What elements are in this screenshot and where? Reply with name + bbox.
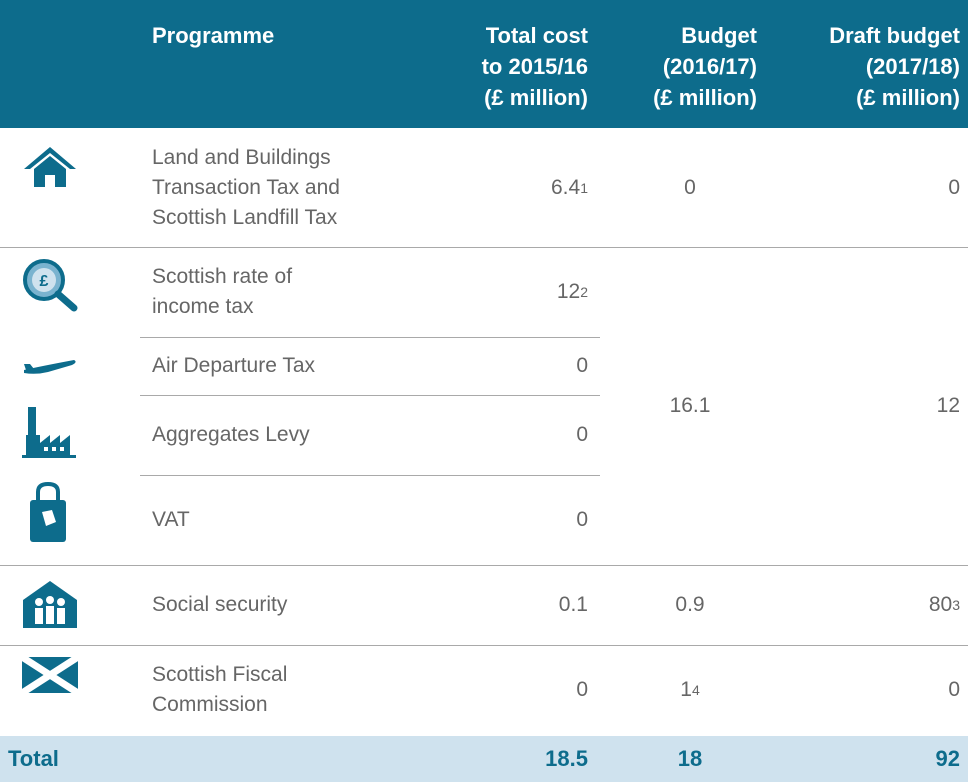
value: 1 [680,678,692,701]
svg-text:£: £ [40,273,49,290]
header-budget: Budget (2016/17) (£ million) [653,23,757,110]
header-bar [0,0,968,128]
draft-cell: 0 [948,175,960,199]
header-total: Total cost to 2015/16 (£ million) [481,23,588,110]
total-cell: 0.1 [558,593,588,616]
programme-cell: VAT [152,508,190,531]
magnifier-icon: £ [23,259,78,312]
header-programme: Programme [152,23,275,48]
budget-cell: 0 [684,175,696,199]
factory-icon [22,407,76,458]
house-icon [24,147,76,187]
footnote: 1 [580,179,588,196]
value: 6.4 [551,175,581,199]
footnote: 2 [580,284,588,300]
programme-cell: Land and Buildings Transaction Tax and S… [152,145,340,229]
people-icon [23,581,77,628]
total-label: Total [8,746,59,771]
footnote: 3 [952,597,960,613]
total-cell: 0 [576,354,588,377]
total-cell: 12 2 [400,247,588,337]
row-separator [140,337,600,338]
total-cell: 0 [576,423,588,446]
draft-cell: 0 [948,678,960,701]
value: 80 [928,593,953,616]
plane-icon [24,360,76,374]
programme-cell: Aggregates Levy [152,423,310,446]
footnote: 4 [691,682,700,698]
draft-merged-cell: 12 [936,394,960,417]
row-separator [0,565,968,566]
total-row [0,736,968,782]
value: 12 [556,280,581,303]
budget-cell: 0.9 [675,593,705,616]
draft-cell: 80 3 [780,565,960,645]
row-separator [0,645,968,646]
programme-cell: Air Departure Tax [152,354,316,377]
total-budget: 18 [677,746,703,771]
row-separator [0,247,968,248]
total-draft: 92 [935,746,960,771]
total-cell: 0 [576,678,588,701]
total-cell: 0 [576,508,588,531]
programme-cell: Scottish Fiscal Commission [152,663,288,716]
total-total: 18.5 [545,746,588,771]
header-draft: Draft budget (2017/18) (£ million) [829,23,960,110]
saltire-icon [22,657,78,693]
total-cell: 6.4 1 [400,128,588,247]
budget-merged-cell: 16.1 [669,394,711,417]
bag-icon [30,482,66,542]
programme-cell: Scottish rate of income tax [152,265,293,318]
row-separator [140,395,600,396]
row-separator [140,475,600,476]
programme-cell: Social security [152,593,288,616]
